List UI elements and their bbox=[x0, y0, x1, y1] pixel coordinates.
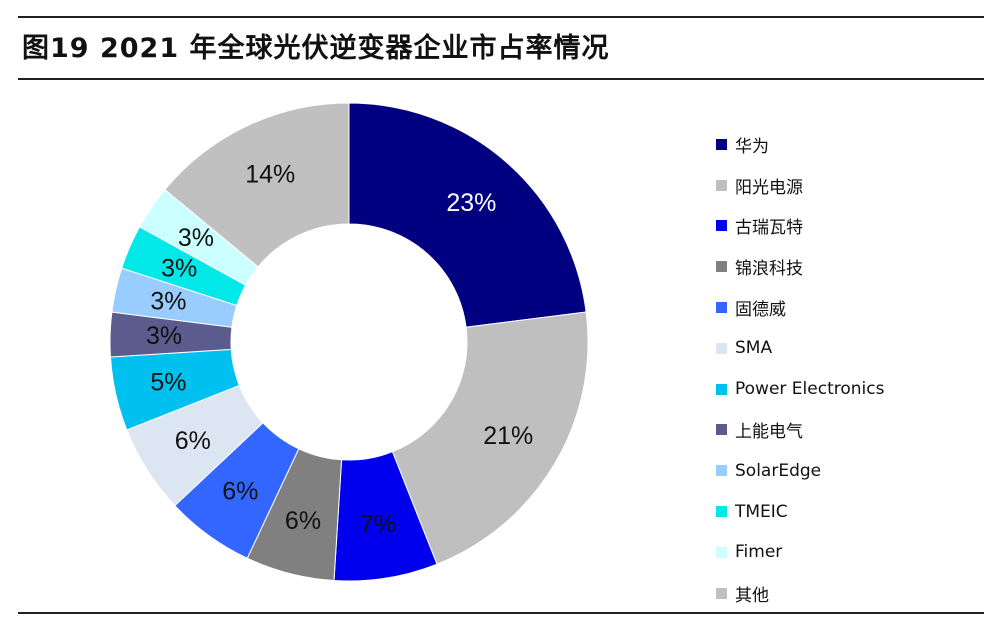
donut-chart: 23% 21% 7% 6% 6% 6% 5% 3% 3% 3% 3% 14% bbox=[109, 102, 589, 582]
top-rule bbox=[18, 16, 984, 18]
legend-item: 其他 bbox=[716, 573, 884, 614]
slice-value-label: 21% bbox=[483, 422, 533, 450]
legend-label: SolarEdge bbox=[735, 460, 822, 481]
legend-swatch bbox=[716, 138, 727, 150]
legend-swatch bbox=[716, 506, 727, 518]
legend-item: 锦浪科技 bbox=[716, 246, 884, 287]
slice-value-label: 6% bbox=[222, 478, 258, 506]
legend-label: 其他 bbox=[735, 585, 769, 606]
legend-swatch bbox=[716, 179, 727, 191]
legend-item: SolarEdge bbox=[716, 450, 884, 491]
legend-label: 华为 bbox=[735, 136, 769, 157]
legend-label: 锦浪科技 bbox=[735, 259, 803, 280]
legend-swatch bbox=[716, 261, 727, 273]
slice-value-label: 6% bbox=[175, 427, 211, 455]
legend-swatch bbox=[716, 424, 727, 436]
legend-label: TMEIC bbox=[735, 501, 788, 522]
legend-item: Power Electronics bbox=[716, 369, 884, 410]
legend-item: TMEIC bbox=[716, 491, 884, 532]
legend-item: 华为 bbox=[716, 124, 884, 165]
legend-item: 阳光电源 bbox=[716, 165, 884, 206]
slice-value-label: 14% bbox=[245, 161, 295, 189]
slice-value-label: 6% bbox=[285, 507, 321, 535]
chart-title: 图19 2021 年全球光伏逆变器企业市占率情况 bbox=[22, 33, 610, 64]
legend-label: 上能电气 bbox=[735, 422, 803, 443]
legend-label: 古瑞瓦特 bbox=[735, 218, 803, 239]
legend-label: Power Electronics bbox=[735, 379, 885, 400]
bottom-rule bbox=[18, 612, 984, 614]
legend-swatch bbox=[716, 342, 727, 354]
legend-item: 上能电气 bbox=[716, 410, 884, 451]
slice-value-label: 23% bbox=[446, 189, 496, 217]
legend: 华为阳光电源古瑞瓦特锦浪科技固德威 SMA Power Electronics 上能电… bbox=[716, 124, 884, 614]
title-underline bbox=[18, 78, 984, 80]
legend-label: Fimer bbox=[735, 542, 783, 563]
slice-value-label: 3% bbox=[178, 224, 214, 252]
legend-label: SMA bbox=[735, 338, 773, 359]
legend-item: 固德威 bbox=[716, 287, 884, 328]
slice-value-label: 3% bbox=[150, 288, 186, 316]
slice-value-label: 3% bbox=[161, 255, 197, 283]
legend-label: 固德威 bbox=[735, 300, 786, 321]
legend-swatch bbox=[716, 546, 727, 558]
legend-item: SMA bbox=[716, 328, 884, 369]
legend-swatch bbox=[716, 220, 727, 232]
legend-item: 古瑞瓦特 bbox=[716, 206, 884, 247]
donut-slice bbox=[164, 102, 350, 268]
donut-slice bbox=[348, 102, 587, 328]
donut-slice bbox=[391, 311, 589, 565]
legend-swatch bbox=[716, 465, 727, 477]
slice-value-label: 5% bbox=[150, 368, 186, 396]
legend-swatch bbox=[716, 383, 727, 395]
legend-label: 阳光电源 bbox=[735, 177, 803, 198]
legend-item: Fimer bbox=[716, 532, 884, 573]
slice-value-label: 7% bbox=[360, 511, 396, 539]
legend-swatch bbox=[716, 587, 727, 599]
legend-swatch bbox=[716, 302, 727, 314]
slice-value-label: 3% bbox=[146, 322, 182, 350]
